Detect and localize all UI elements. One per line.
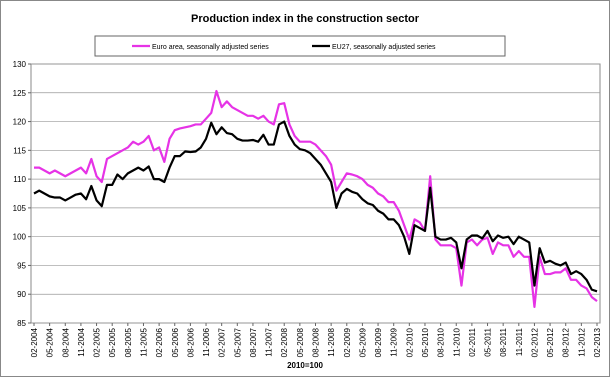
x-tick-label: 11-2004	[77, 327, 86, 356]
x-tick-label: 11-2007	[265, 327, 274, 356]
series-line	[33, 120, 598, 293]
legend-label: Euro area, seasonally adjusted series	[152, 44, 269, 51]
legend-label: EU27, seasonally adjusted series	[332, 44, 436, 51]
y-tick-label: 85	[17, 319, 26, 328]
x-tick-label: 02-2005	[93, 327, 102, 357]
series-line	[34, 89, 598, 308]
x-tick-label: 11-2012	[577, 327, 586, 356]
y-tick-label: 125	[13, 89, 27, 98]
plot-area	[30, 63, 601, 324]
chart-title: Production index in the construction sec…	[191, 13, 420, 25]
x-tick-label: 08-2011	[499, 327, 508, 356]
x-tick-label: 05-2012	[546, 327, 555, 357]
y-tick-label: 130	[13, 60, 27, 69]
legend	[94, 35, 506, 57]
x-tick-label: 11-2009	[390, 327, 399, 356]
x-tick-label: 02-2009	[343, 327, 352, 357]
x-tick-label: 08-2007	[249, 327, 258, 357]
x-tick-label: 05-2004	[46, 327, 55, 357]
x-tick-label: 11-2010	[452, 327, 461, 356]
x-tick-label: 08-2006	[186, 327, 195, 357]
y-tick-label: 105	[13, 204, 27, 213]
y-tick-label: 110	[13, 175, 26, 184]
x-tick-label: 02-2008	[280, 327, 289, 357]
x-tick-label: 11-2008	[327, 327, 336, 356]
x-tick-label: 08-2012	[562, 327, 571, 357]
x-tick-label: 05-2005	[108, 327, 117, 357]
x-tick-label: 11-2005	[139, 327, 148, 356]
y-tick-label: 90	[17, 290, 26, 299]
x-tick-label: 08-2009	[374, 327, 383, 357]
x-tick-label: 08-2004	[61, 327, 70, 357]
x-tick-label: 02-2007	[218, 327, 227, 357]
y-tick-label: 100	[13, 233, 27, 242]
x-axis-label: 2010=100	[287, 361, 323, 370]
x-tick-label: 05-2008	[296, 327, 305, 357]
x-tick-label: 02-2006	[155, 327, 164, 357]
x-tick-label: 11-2006	[202, 327, 211, 356]
x-tick-label: 08-2008	[312, 327, 321, 357]
y-tick-label: 120	[13, 118, 27, 127]
x-tick-label: 08-2010	[437, 327, 446, 357]
x-tick-label: 05-2007	[233, 327, 242, 357]
x-tick-label: 05-2010	[421, 327, 430, 357]
x-tick-label: 02-2004	[30, 327, 39, 357]
y-tick-label: 115	[13, 146, 26, 155]
x-tick-label: 02-2012	[530, 327, 539, 357]
x-tick-label: 05-2011	[484, 327, 493, 356]
y-tick-label: 95	[17, 261, 26, 270]
x-tick-label: 02-2010	[405, 327, 414, 357]
x-tick-label: 08-2005	[124, 327, 133, 357]
x-tick-label: 02-2011	[468, 327, 477, 356]
x-tick-label: 05-2009	[358, 327, 367, 357]
x-tick-label: 11-2011	[515, 327, 524, 356]
x-tick-label: 05-2006	[171, 327, 180, 357]
x-tick-label: 02-2013	[593, 327, 602, 357]
